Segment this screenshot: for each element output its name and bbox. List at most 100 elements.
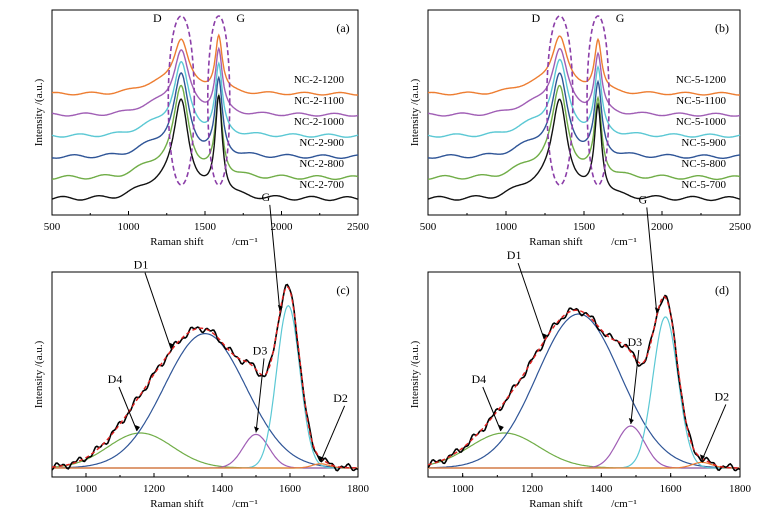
panel-label: (d) [715,283,729,297]
series-label: NC-2-1100 [294,95,344,107]
series-label: NC-5-1000 [676,116,727,128]
annotation-label: D3 [627,335,642,349]
measured-spectrum [51,283,359,472]
plot-frame [51,271,359,478]
x-tick-label: 500 [44,221,61,233]
series-label: NC-2-700 [299,179,344,191]
d-band-label: D [153,11,162,25]
panel-label: (b) [715,21,729,35]
x-tick-label: 2000 [271,221,294,233]
annotation-arrow [517,262,545,340]
series-label: NC-5-900 [681,137,726,149]
x-tick-label: 1000 [75,483,98,495]
spectrum-line [51,33,358,96]
annotation-arrow [269,204,281,311]
x-tick-label: 1400 [211,483,234,495]
annotation-arrow [255,358,265,433]
arrow-head [318,455,324,462]
x-tick-label: 1500 [573,221,596,233]
x-tick-label: 1600 [660,483,683,495]
x-tick-label: 1000 [495,221,518,233]
panel-1: 500 1000 1500 2000 2500 Raman shift/cm⁻¹ Inten… [409,9,752,248]
series-label: NC-2-1200 [294,74,345,86]
series-label: NC-2-900 [299,137,344,149]
arrow-head [277,304,283,311]
series-label: NC-2-800 [299,158,344,170]
annotation-label: G [638,192,647,206]
annotation-arrow [646,207,658,314]
component-d1 [428,313,740,469]
component-d2 [52,463,358,469]
x-axis-unit: /cm⁻¹ [232,236,258,248]
x-tick-label: 1200 [143,483,166,495]
d-band-ellipse [167,15,196,186]
spectrum-line [51,72,358,159]
x-tick-label: 1400 [590,483,613,495]
y-axis-label: Intensity /(a.u.) [409,78,421,146]
x-tick-label: 2500 [347,221,370,233]
annotation-label: D4 [471,372,486,386]
arrow-head [699,454,705,461]
x-tick-label: 1000 [452,483,475,495]
x-axis-label: Raman shift [150,236,203,248]
panel-label: (c) [336,283,349,297]
spectrum-line [51,46,359,117]
arrow-head [542,333,548,340]
g-band-ellipse [586,15,610,186]
annotation-label: G [261,190,270,204]
arrow-head [135,425,140,431]
d-band-label: D [531,11,540,25]
panel-3: 1000 1200 1400 1600 1800 Raman shift/cm⁻¹ Inte… [409,192,752,510]
x-tick-label: 1500 [194,221,217,233]
annotation-arrow [118,386,138,432]
x-tick-label: 2500 [729,221,752,233]
x-tick-label: 1800 [347,483,370,495]
arrow-head [654,307,660,314]
plot-frame [427,271,741,478]
annotation-arrow [320,405,346,462]
arrow-head [254,426,259,433]
spectrum-line [51,60,359,138]
series-label: NC-5-1100 [676,95,726,107]
x-tick-label: 1200 [521,483,544,495]
x-axis-unit: /cm⁻¹ [611,236,637,248]
annotation-label: D4 [108,372,123,386]
annotation-label: D2 [715,389,730,403]
annotation-arrow [144,272,172,349]
annotation-arrow [630,349,640,425]
series-label: NC-5-1200 [676,74,727,86]
g-band-label: G [616,11,625,25]
y-axis-label: Intensity /(a.u.) [33,340,45,408]
series-label: NC-5-800 [681,158,726,170]
x-tick-label: 1600 [279,483,302,495]
spectrum-line [427,72,740,159]
arrow-head [498,425,504,431]
x-axis-label: Raman shift [150,498,203,510]
x-tick-label: 2000 [651,221,674,233]
component-d1 [52,333,358,469]
annotation-label: D2 [333,391,348,405]
d-band-ellipse [546,15,574,186]
x-axis-label: Raman shift [529,498,582,510]
spectrum-line [427,98,741,202]
annotation-label: D3 [253,343,268,357]
spectrum-line [51,95,359,202]
x-axis-unit: /cm⁻¹ [232,498,258,510]
y-axis-label: Intensity /(a.u.) [33,78,45,146]
arrow-head [628,418,634,424]
spectrum-line [427,58,741,138]
y-axis-label: Intensity /(a.u.) [409,340,421,408]
panel-label: (a) [336,21,349,35]
fit-sum-line [51,285,358,469]
series-label: NC-2-1000 [294,116,345,128]
spectrum-line [52,84,359,181]
component-d2 [428,461,740,469]
x-tick-label: 1000 [118,221,141,233]
x-tick-label: 1800 [729,483,752,495]
g-band-label: G [236,11,245,25]
x-axis-label: Raman shift [529,236,582,248]
g-band-ellipse [206,15,231,186]
x-tick-label: 500 [420,221,437,233]
panel-2: 1000 1200 1400 1600 1800 Raman shift/cm⁻¹ Inte… [33,190,370,510]
